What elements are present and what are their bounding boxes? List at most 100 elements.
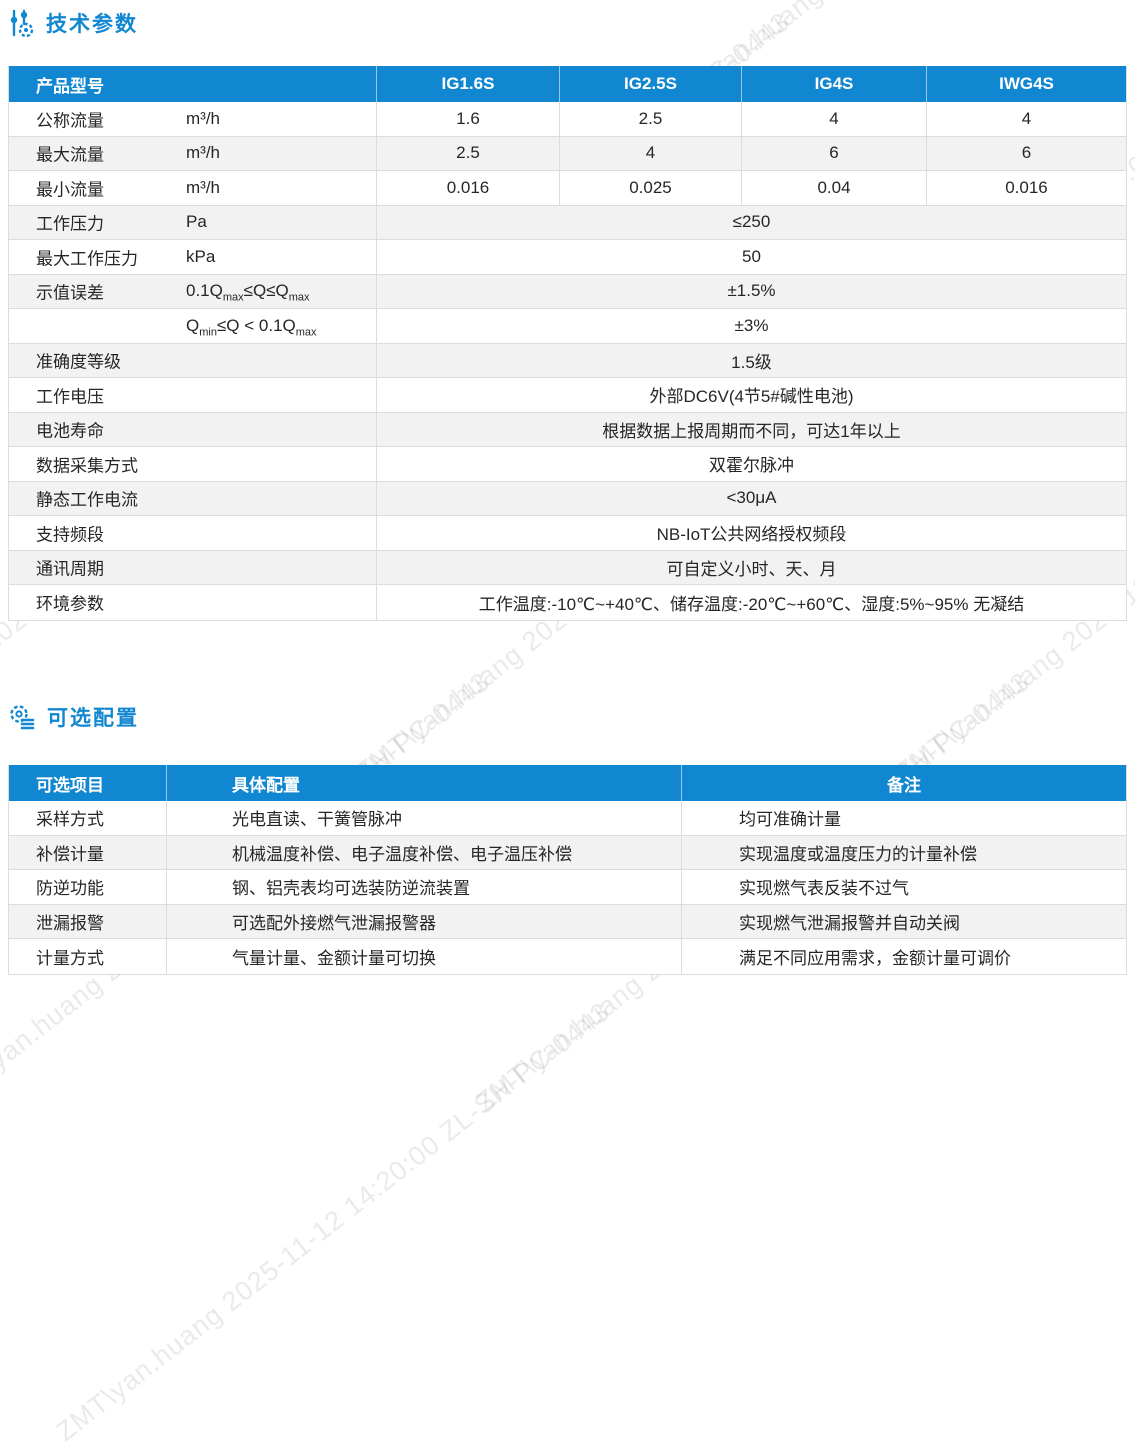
table-row: 最小流量 m³/h 0.016 0.025 0.04 0.016 xyxy=(9,171,1126,206)
row-label-cell: 工作压力 Pa xyxy=(9,206,376,240)
table-row: 支持频段 NB-IoT公共网络授权频段 xyxy=(9,516,1126,551)
table1-header-model: IG1.6S xyxy=(376,66,559,102)
row-label-cell: 静态工作电流 xyxy=(9,482,376,516)
row-label: 最大工作压力 xyxy=(36,249,138,269)
table-row: 公称流量 m³/h 1.6 2.5 4 4 xyxy=(9,102,1126,137)
table2-header-config: 具体配置 xyxy=(166,765,681,801)
row-label: 公称流量 xyxy=(36,111,104,131)
row-merged-value: ±1.5% xyxy=(376,274,1126,308)
row-merged-value: <30μA xyxy=(376,481,1126,515)
section-technical-parameters: 技术参数 xyxy=(8,8,138,38)
row-remark: 实现燃气泄漏报警并自动关阀 xyxy=(681,904,1126,938)
sliders-gear-icon xyxy=(8,9,35,38)
row-unit: kPa xyxy=(186,246,216,266)
row-value: 4 xyxy=(559,136,741,170)
row-label: 最小流量 xyxy=(36,180,104,200)
row-label-cell: 最大流量 m³/h xyxy=(9,137,376,171)
row-value: 0.016 xyxy=(926,171,1126,205)
table-row: 环境参数 工作温度:-10℃~+40℃、储存温度:-20℃~+60℃、湿度:5%~… xyxy=(9,585,1126,620)
row-unit: m³/h xyxy=(186,143,220,163)
row-unit: Pa xyxy=(186,212,207,232)
table-row: 采样方式 光电直读、干簧管脉冲 均可准确计量 xyxy=(9,801,1126,836)
row-config: 气量计量、金额计量可切换 xyxy=(166,939,681,974)
table-row: 电池寿命 根据数据上报周期而不同，可达1年以上 xyxy=(9,412,1126,447)
row-label-cell: 数据采集方式 xyxy=(9,447,376,481)
table-row: 通讯周期 可自定义小时、天、月 xyxy=(9,550,1126,585)
row-value: 6 xyxy=(741,136,926,170)
row-label: 示值误差 xyxy=(36,283,104,303)
row-merged-value: ±3% xyxy=(376,309,1126,343)
row-merged-value: 1.5级 xyxy=(376,343,1126,377)
row-label-cell: 最大工作压力 kPa xyxy=(9,240,376,274)
row-item: 采样方式 xyxy=(36,810,104,830)
row-value: 6 xyxy=(926,136,1126,170)
table-row: 数据采集方式 双霍尔脉冲 xyxy=(9,447,1126,482)
row-label-cell: 最小流量 m³/h xyxy=(9,171,376,205)
table-row: 泄漏报警 可选配外接燃气泄漏报警器 实现燃气泄漏报警并自动关阀 xyxy=(9,904,1126,939)
row-value: 4 xyxy=(926,102,1126,136)
row-item: 补偿计量 xyxy=(36,844,104,864)
row-unit: m³/h xyxy=(186,108,220,128)
row-label: 准确度等级 xyxy=(36,352,121,372)
table1-header-row: 产品型号 IG1.6S IG2.5S IG4S IWG4S xyxy=(9,66,1126,102)
row-label: 静态工作电流 xyxy=(36,490,138,510)
row-label-cell: 公称流量 m³/h xyxy=(9,102,376,136)
row-value: 0.025 xyxy=(559,171,741,205)
row-label: 通讯周期 xyxy=(36,559,104,579)
row-label-cell: 环境参数 xyxy=(9,585,376,620)
row-value: 0.016 xyxy=(376,171,559,205)
row-merged-value: 工作温度:-10℃~+40℃、储存温度:-20℃~+60℃、湿度:5%~95% … xyxy=(376,585,1126,620)
table-row: 静态工作电流 <30μA xyxy=(9,481,1126,516)
table1-header-model: IG4S xyxy=(741,66,926,102)
row-label: 工作电压 xyxy=(36,387,104,407)
row-label-cell: 支持频段 xyxy=(9,516,376,550)
row-label-cell: 工作电压 xyxy=(9,378,376,412)
row-unit: 0.1Qmax≤Q≤Qmax xyxy=(186,281,310,304)
row-merged-value: ≤250 xyxy=(376,205,1126,239)
row-remark: 满足不同应用需求，金额计量可调价 xyxy=(681,939,1126,974)
row-remark: 实现温度或温度压力的计量补偿 xyxy=(681,835,1126,869)
row-value: 1.6 xyxy=(376,102,559,136)
row-label-cell: 准确度等级 xyxy=(9,344,376,378)
table-row: 示值误差 0.1Qmax≤Q≤Qmax ±1.5% xyxy=(9,274,1126,309)
table1-body: 公称流量 m³/h 1.6 2.5 4 4 最大流量 m³/h 2.5 4 6 6 最小流量 m³/h 0.… xyxy=(9,102,1126,620)
table-row: 补偿计量 机械温度补偿、电子温度补偿、电子温压补偿 实现温度或温度压力的计量补偿 xyxy=(9,835,1126,870)
row-label: 支持频段 xyxy=(36,525,104,545)
row-merged-value: 根据数据上报周期而不同，可达1年以上 xyxy=(376,412,1126,446)
row-value: 4 xyxy=(741,102,926,136)
row-remark: 实现燃气表反装不过气 xyxy=(681,870,1126,904)
row-value: 0.04 xyxy=(741,171,926,205)
row-item: 泄漏报警 xyxy=(36,913,104,933)
section-title: 可选配置 xyxy=(47,707,139,730)
table-row: 最大工作压力 kPa 50 xyxy=(9,240,1126,275)
row-label-cell: 电池寿命 xyxy=(9,413,376,447)
row-merged-value: NB-IoT公共网络授权频段 xyxy=(376,516,1126,550)
row-merged-value: 外部DC6V(4节5#碱性电池) xyxy=(376,378,1126,412)
table2-header-row: 可选项目 具体配置 备注 xyxy=(9,765,1126,801)
table2-header-remark: 备注 xyxy=(681,765,1126,801)
table1-header-model: IG2.5S xyxy=(559,66,741,102)
row-value: 2.5 xyxy=(376,136,559,170)
table2-header-item: 可选项目 xyxy=(36,775,104,795)
row-label-cell: Qmin≤Q < 0.1Qmax xyxy=(9,309,376,343)
row-label-cell: 示值误差 0.1Qmax≤Q≤Qmax xyxy=(9,275,376,309)
row-item: 防逆功能 xyxy=(36,879,104,899)
row-label: 环境参数 xyxy=(36,594,104,614)
table-row: 最大流量 m³/h 2.5 4 6 6 xyxy=(9,136,1126,171)
row-config: 可选配外接燃气泄漏报警器 xyxy=(166,904,681,938)
table2-body: 采样方式 光电直读、干簧管脉冲 均可准确计量补偿计量 机械温度补偿、电子温度补偿、电子… xyxy=(9,801,1126,974)
section-optional-configuration: 可选配置 xyxy=(8,702,139,732)
row-config: 机械温度补偿、电子温度补偿、电子温压补偿 xyxy=(166,835,681,869)
table1-header-model: IWG4S xyxy=(926,66,1126,102)
table-row: 准确度等级 1.5级 xyxy=(9,343,1126,378)
table1-header-product-model: 产品型号 xyxy=(36,76,104,96)
row-unit: m³/h xyxy=(186,177,220,197)
optional-configuration-table: 可选项目 具体配置 备注 采样方式 光电直读、干簧管脉冲 均可准确计量补偿计量 机械温… xyxy=(8,765,1127,975)
row-label: 最大流量 xyxy=(36,145,104,165)
row-merged-value: 可自定义小时、天、月 xyxy=(376,550,1126,584)
watermark-text: ZMT\yan.huang 2025-11-12 14:20:00 ZL-SH-… xyxy=(50,996,616,1447)
row-label: 电池寿命 xyxy=(36,421,104,441)
table-row: 工作电压 外部DC6V(4节5#碱性电池) xyxy=(9,378,1126,413)
row-label: 数据采集方式 xyxy=(36,456,138,476)
